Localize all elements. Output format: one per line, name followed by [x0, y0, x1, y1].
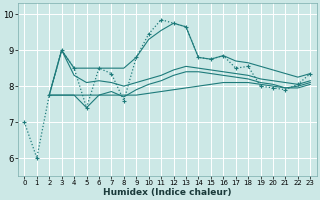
X-axis label: Humidex (Indice chaleur): Humidex (Indice chaleur)	[103, 188, 232, 197]
